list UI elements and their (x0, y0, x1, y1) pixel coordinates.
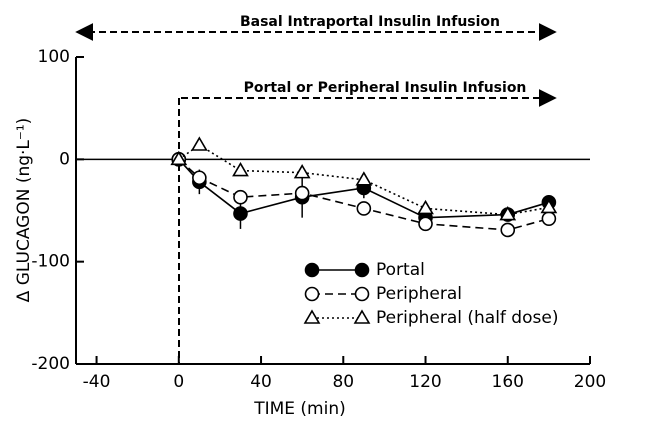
y-tick-label: 0 (59, 149, 70, 169)
y-tick-label: -200 (31, 354, 70, 374)
legend-marker (354, 286, 370, 302)
x-tick-label: -40 (83, 372, 111, 392)
marker (294, 185, 310, 201)
x-tick-label: 200 (574, 372, 606, 392)
marker (417, 199, 434, 215)
series-line (178, 158, 550, 219)
marker (355, 171, 373, 186)
x-tick-label: 40 (250, 372, 272, 392)
annotation: Basal Intraportal Insulin Infusion (240, 14, 500, 30)
y-tick-label: 100 (38, 47, 70, 67)
marker (233, 206, 248, 221)
marker (418, 216, 433, 232)
marker (170, 150, 188, 166)
marker (500, 222, 516, 238)
marker (499, 206, 517, 221)
legend-marker (303, 309, 321, 324)
y-axis-label: Δ GLUCAGON (ng·L⁻¹) (14, 118, 34, 303)
x-axis-label: TIME (min) (253, 399, 346, 419)
legend-label: Peripheral (half dose) (376, 308, 558, 328)
marker (541, 211, 557, 226)
y-tick-label: -100 (31, 252, 70, 272)
legend-marker (354, 262, 370, 278)
legend-marker (304, 286, 320, 302)
marker (356, 201, 372, 216)
legend-label: Peripheral (376, 284, 462, 304)
x-tick-label: 120 (409, 372, 441, 392)
marker (540, 198, 558, 214)
series-line (178, 144, 550, 216)
marker (190, 136, 208, 151)
marker (232, 162, 249, 177)
marker (293, 164, 311, 179)
series-line (178, 158, 550, 231)
legend-label: Portal (376, 260, 425, 280)
annotation: Portal or Peripheral Insulin Infusion (244, 80, 527, 96)
x-tick-label: 160 (492, 372, 524, 392)
marker (192, 170, 207, 186)
legend-marker (353, 309, 371, 324)
x-tick-label: 80 (332, 372, 354, 392)
x-tick-label: 0 (173, 372, 184, 392)
marker (233, 189, 248, 205)
legend-marker (304, 262, 320, 278)
